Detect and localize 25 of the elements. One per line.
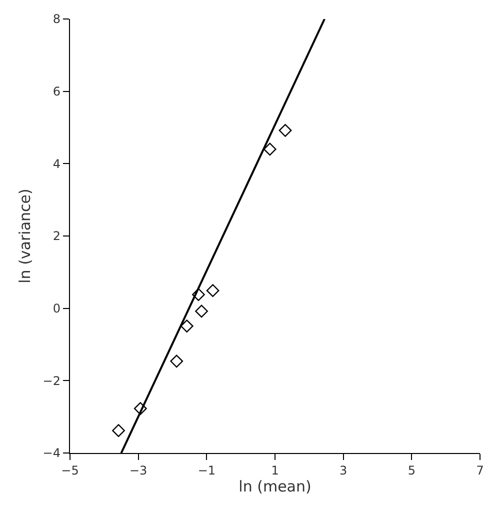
point [278, 124, 292, 137]
x-tick-label: 3 [340, 464, 348, 478]
x-tick-label: 5 [408, 464, 416, 478]
point [134, 402, 147, 415]
x-tick-label: 1 [271, 464, 279, 478]
point [112, 424, 125, 438]
y-tick-label: 2 [52, 229, 60, 244]
point [195, 304, 208, 318]
y-tick-label: 0 [52, 302, 60, 316]
y-axis-title: ln (variance) [16, 188, 34, 284]
point [170, 354, 184, 368]
x-tick-label: 7 [476, 464, 484, 478]
point [263, 142, 276, 156]
y-tick-label: −4 [42, 446, 60, 460]
y-tick-label: 4 [52, 156, 60, 171]
y-tick-label: 6 [52, 84, 60, 99]
y-tick-label: 8 [52, 12, 60, 26]
x-axis-title: ln (mean) [238, 478, 312, 496]
x-tick-label: −1 [198, 464, 216, 478]
x-tick-label: −5 [61, 464, 79, 478]
point [206, 284, 220, 298]
y-tick-label: −2 [42, 374, 60, 388]
x-tick-label: −3 [129, 464, 148, 478]
point [192, 288, 205, 302]
point [180, 320, 194, 332]
